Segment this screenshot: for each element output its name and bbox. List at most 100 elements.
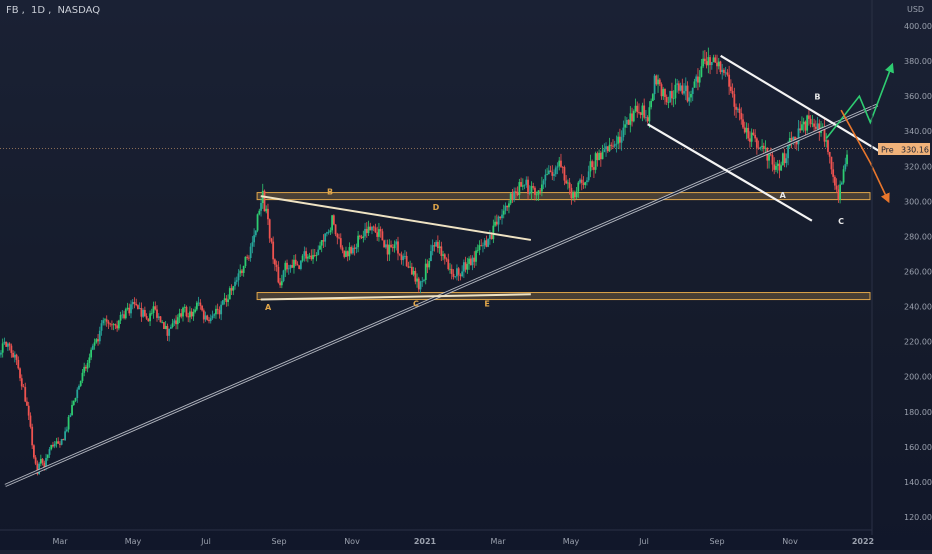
candle-body xyxy=(491,235,493,239)
candle-body xyxy=(369,227,371,231)
candle-body xyxy=(446,259,448,260)
y-tick-label: 340.00 xyxy=(904,127,932,136)
candle-body xyxy=(179,313,181,317)
candle-body xyxy=(33,445,35,457)
candle-body xyxy=(184,307,186,308)
candle-body xyxy=(28,406,30,416)
candle-body xyxy=(834,177,836,186)
candle-body xyxy=(558,161,560,167)
candle-body xyxy=(449,269,451,270)
wave-label: D xyxy=(433,203,440,212)
candle-body xyxy=(522,185,524,186)
candle-body xyxy=(654,76,656,94)
candle-body xyxy=(648,107,650,121)
candle-body xyxy=(229,288,231,299)
candle-body xyxy=(316,255,318,256)
candle-body xyxy=(773,164,775,169)
candle-body xyxy=(95,339,97,342)
candle-body xyxy=(355,247,357,249)
candle-body xyxy=(361,237,363,238)
candle-body xyxy=(669,91,671,102)
candle-body xyxy=(71,405,73,415)
candle-body xyxy=(538,190,540,194)
candle-body xyxy=(775,166,777,170)
x-tick-label: Mar xyxy=(52,537,68,546)
candle-body xyxy=(562,167,564,168)
candle-body xyxy=(397,241,399,253)
candle-body xyxy=(437,242,439,248)
candle-body xyxy=(17,360,19,368)
candle-body xyxy=(139,308,141,309)
candle-body xyxy=(21,378,23,386)
candle-body xyxy=(428,261,430,267)
candle-body xyxy=(250,247,252,258)
candle-body xyxy=(390,245,392,248)
candle-body xyxy=(605,146,607,149)
candle-body xyxy=(626,120,628,124)
symbol-exchange: NASDAQ xyxy=(57,5,100,16)
candle-body xyxy=(612,146,614,147)
candle-body xyxy=(694,81,696,87)
candle-body xyxy=(652,94,654,101)
x-tick-label: May xyxy=(563,537,580,546)
candle-body xyxy=(406,256,408,266)
candle-body xyxy=(780,165,782,170)
candle-body xyxy=(206,315,208,319)
candle-body xyxy=(144,310,146,316)
candle-body xyxy=(267,209,269,219)
candle-body xyxy=(544,175,546,181)
candle-body xyxy=(111,324,113,325)
candle-body xyxy=(765,148,767,149)
candle-body xyxy=(609,145,611,151)
candle-body xyxy=(9,344,11,346)
candle-body xyxy=(177,317,179,324)
candle-body xyxy=(371,226,373,230)
candle-body xyxy=(194,309,196,311)
candle-body xyxy=(619,137,621,143)
candle-body xyxy=(747,128,749,139)
candle-body xyxy=(50,445,52,449)
candle-body xyxy=(496,222,498,225)
y-tick-label: 320.00 xyxy=(904,162,932,171)
candle-body xyxy=(94,342,96,345)
candle-body xyxy=(376,232,378,237)
candle-body xyxy=(664,89,666,97)
candle-body xyxy=(714,57,716,62)
candle-body xyxy=(324,234,326,242)
candle-body xyxy=(5,342,7,347)
candle-body xyxy=(501,215,503,218)
candle-body xyxy=(454,276,456,277)
candle-body xyxy=(489,235,491,239)
candle-body xyxy=(328,232,330,233)
y-tick-label: 360.00 xyxy=(904,92,932,101)
candle-body xyxy=(739,109,741,113)
candle-body xyxy=(662,89,664,96)
candle-body xyxy=(121,314,123,315)
candle-body xyxy=(80,381,82,386)
candle-body xyxy=(465,262,467,269)
candle-body xyxy=(385,244,387,247)
candle-body xyxy=(158,316,160,318)
x-tick-label: Mar xyxy=(490,537,506,546)
candle-body xyxy=(338,237,340,238)
y-tick-label: 400.00 xyxy=(904,22,932,31)
candle-body xyxy=(753,133,755,135)
candle-body xyxy=(7,344,9,347)
candle-body xyxy=(156,309,158,317)
candle-body xyxy=(414,271,416,282)
candle-body xyxy=(759,147,761,148)
candle-body xyxy=(688,97,690,101)
price-tag-value: 330.16 xyxy=(901,146,929,155)
candle-body xyxy=(574,193,576,198)
candle-body xyxy=(746,128,748,132)
candle-body xyxy=(92,346,94,350)
candle-body xyxy=(583,183,585,185)
y-tick-label: 300.00 xyxy=(904,197,932,206)
candle-body xyxy=(248,258,250,259)
symbol-legend[interactable]: FB, 1D, NASDAQ xyxy=(6,5,103,16)
candle-body xyxy=(798,128,800,144)
candle-body xyxy=(274,259,276,264)
candle-body xyxy=(83,367,85,373)
